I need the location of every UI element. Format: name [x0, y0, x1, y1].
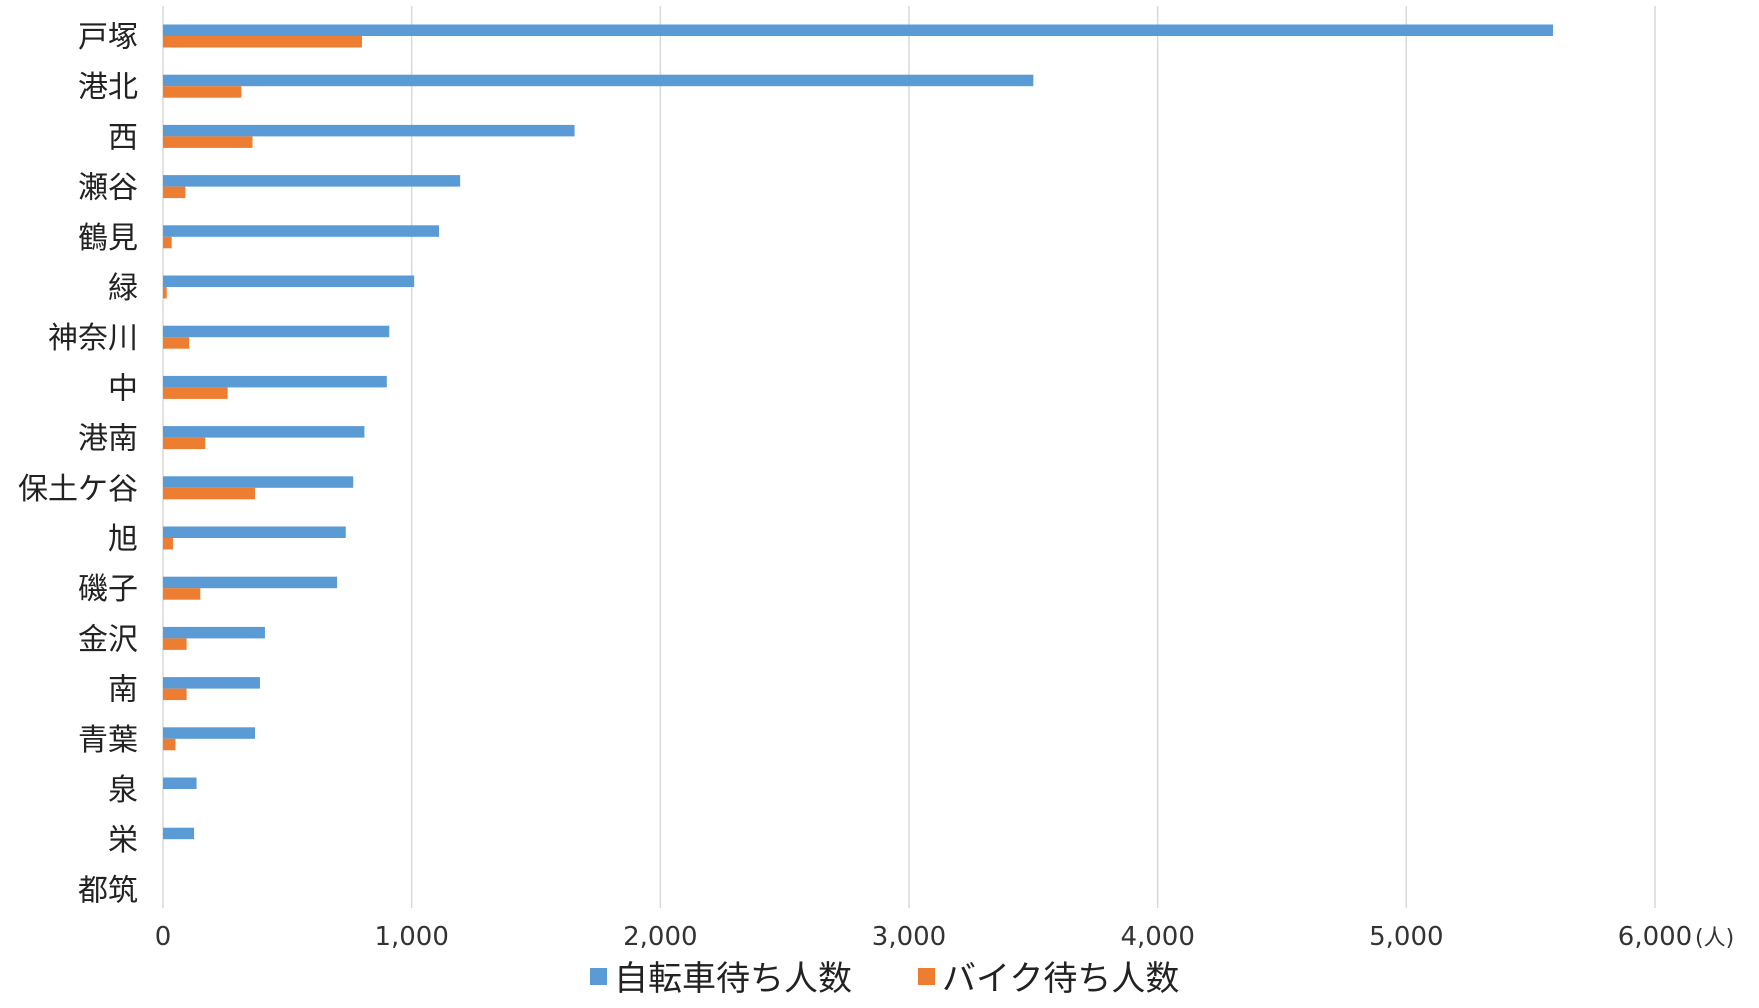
motorbike-bar: [163, 136, 253, 148]
gridlines: [162, 6, 1656, 908]
category-label: 磯子: [78, 572, 138, 607]
x-tick-label: 3,000: [872, 922, 946, 952]
category-label: 神奈川: [48, 321, 138, 356]
motorbike-bar: [163, 337, 190, 349]
bicycle-bar: [163, 626, 265, 639]
legend-swatch: [590, 968, 607, 985]
motorbike-bar: [163, 186, 186, 199]
bicycle-bar: [163, 275, 415, 287]
motorbike-bar: [163, 688, 187, 701]
motorbike-bar: [163, 588, 201, 600]
legend-label: 自転車待ち人数: [614, 959, 852, 999]
x-tick-label: 0: [155, 922, 172, 952]
category-label: 泉: [108, 773, 138, 808]
bicycle-bar: [163, 426, 365, 438]
bicycle-bar: [163, 175, 461, 187]
x-tick-label: 5,000: [1369, 922, 1443, 952]
category-label: 緑: [108, 271, 138, 306]
legend-swatch: [918, 968, 935, 985]
motorbike-bar: [163, 487, 256, 500]
category-label: 中: [108, 371, 138, 406]
bicycle-bar: [163, 124, 575, 137]
bicycle-bar: [163, 325, 390, 338]
x-axis-ticks: 0 1,000 2,000 3,000 4,000 5,000 6,000: [155, 922, 1692, 952]
motorbike-bar: [163, 236, 172, 249]
category-label: 港南: [78, 422, 138, 457]
x-tick-label: 2,000: [623, 922, 697, 952]
x-tick-label: 1,000: [374, 922, 448, 952]
category-label: 瀬谷: [78, 171, 138, 206]
bicycle-bar: [163, 576, 338, 589]
legend-label: バイク待ち人数: [942, 959, 1179, 999]
bicycle-bar: [163, 225, 440, 237]
category-label: 都筑: [78, 873, 138, 908]
motorbike-bar: [163, 437, 206, 450]
category-label: 金沢: [78, 622, 138, 657]
motorbike-bar: [163, 638, 187, 650]
bicycle-bar: [163, 827, 195, 840]
motorbike-bar: [163, 86, 242, 98]
motorbike-bar: [163, 738, 176, 751]
x-axis-unit: (人): [1695, 926, 1734, 951]
category-label: 栄: [108, 823, 138, 858]
bicycle-bar: [163, 677, 260, 689]
legend: 自転車待ち人数 バイク待ち人数: [590, 959, 1179, 999]
category-label: 鶴見: [78, 221, 138, 256]
bicycle-bar: [163, 727, 256, 739]
x-tick-label: 4,000: [1120, 922, 1194, 952]
category-label: 西: [108, 120, 138, 155]
bicycle-bar: [163, 526, 346, 538]
bicycle-bar: [163, 24, 1554, 36]
bicycle-bar: [163, 777, 197, 789]
category-label: 保土ケ谷: [18, 472, 138, 507]
motorbike-bar: [163, 538, 173, 550]
motorbike-bar: [163, 36, 362, 48]
motorbike-bar: [163, 287, 167, 299]
bicycle-bar: [163, 476, 354, 488]
category-label: 青葉: [78, 723, 138, 758]
x-tick-label: 6,000: [1618, 922, 1692, 952]
category-label: 港北: [78, 70, 138, 105]
category-label: 南: [108, 673, 138, 708]
bars: [163, 24, 1554, 840]
bicycle-bar: [163, 375, 387, 388]
motorbike-bar: [163, 387, 228, 399]
bicycle-bar: [163, 74, 1034, 87]
category-label: 旭: [108, 522, 138, 557]
category-label: 戸塚: [78, 20, 138, 55]
